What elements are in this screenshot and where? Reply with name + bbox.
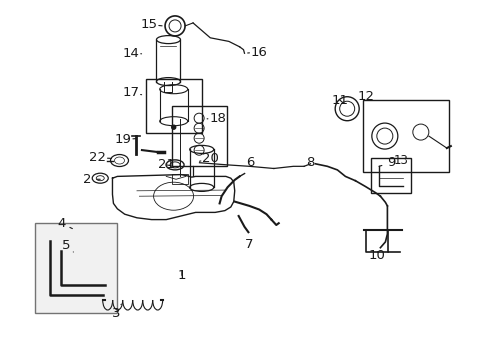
Text: 11: 11 [331, 94, 347, 107]
Text: 5: 5 [61, 239, 70, 252]
Circle shape [171, 125, 175, 129]
Text: 6: 6 [245, 156, 254, 168]
Text: 22: 22 [89, 151, 106, 164]
Text: 17: 17 [122, 86, 139, 99]
Text: 7: 7 [244, 238, 253, 251]
Text: 13: 13 [393, 154, 407, 167]
Text: 21: 21 [158, 158, 174, 171]
Text: 19: 19 [115, 133, 131, 146]
Text: 12: 12 [357, 90, 373, 103]
Bar [145, 79, 202, 133]
Text: 10: 10 [367, 249, 384, 262]
Bar [35, 223, 117, 313]
Text: 20: 20 [202, 152, 218, 165]
Bar [172, 174, 187, 184]
Text: 9: 9 [386, 156, 395, 169]
Text: 4: 4 [57, 217, 65, 230]
Text: 8: 8 [305, 156, 314, 169]
Text: 3: 3 [112, 307, 121, 320]
Text: 18: 18 [209, 112, 225, 125]
Bar [362, 100, 448, 172]
Text: 2: 2 [82, 173, 91, 186]
Bar [172, 106, 226, 166]
Text: 15: 15 [141, 18, 157, 31]
Bar [370, 158, 410, 193]
Text: 1: 1 [177, 269, 186, 282]
Text: 14: 14 [122, 47, 139, 60]
Text: 16: 16 [250, 46, 267, 59]
